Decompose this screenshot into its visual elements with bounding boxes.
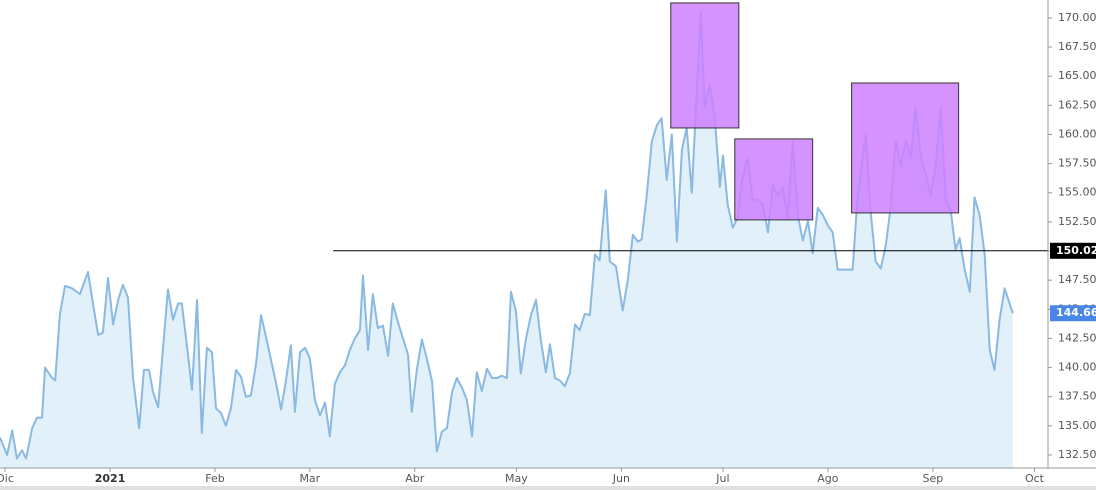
y-tick-label: 152.50 (1058, 215, 1096, 228)
area-fill (0, 12, 1013, 469)
y-tick-label: 167.50 (1058, 40, 1096, 53)
x-tick-label: Oct (1025, 472, 1045, 485)
x-tick-label: Dic (0, 472, 14, 485)
x-tick-label: Jun (612, 472, 630, 485)
y-tick-label: 165.00 (1058, 69, 1096, 82)
y-tick-label: 135.00 (1058, 419, 1096, 432)
reference-tag-label: 150.02 (1056, 244, 1096, 257)
x-tick-label: Mar (299, 472, 320, 485)
last-price-tag (1050, 305, 1096, 322)
y-tick-label: 147.50 (1058, 273, 1096, 286)
x-tick-label: Abr (405, 472, 425, 485)
highlight-box (734, 138, 814, 221)
highlight-box (851, 82, 960, 214)
y-tick-label: 137.50 (1058, 390, 1096, 403)
x-tick-label: Feb (205, 472, 224, 485)
last-price-label: 144.66 (1056, 306, 1096, 319)
x-tick-label: Sep (923, 472, 944, 485)
x-tick-label: 2021 (95, 472, 126, 485)
y-tick-label: 155.00 (1058, 186, 1096, 199)
highlight-box (670, 2, 740, 129)
x-tick-label: Jul (715, 472, 729, 485)
y-tick-label: 132.50 (1058, 448, 1096, 461)
y-tick-label: 162.50 (1058, 98, 1096, 111)
y-tick-label: 142.50 (1058, 331, 1096, 344)
bottom-bar (0, 486, 1096, 490)
x-tick-label: May (505, 472, 528, 485)
price-line (0, 11, 1014, 460)
y-tick-label: 140.00 (1058, 361, 1096, 374)
y-tick-label: 160.00 (1058, 127, 1096, 140)
x-tick-label: Ago (817, 472, 839, 485)
y-tick-label: 157.50 (1058, 157, 1096, 170)
reference-tag (1050, 242, 1096, 259)
y-tick-label: 170.00 (1058, 11, 1096, 24)
y-axis-panel (1048, 0, 1096, 468)
